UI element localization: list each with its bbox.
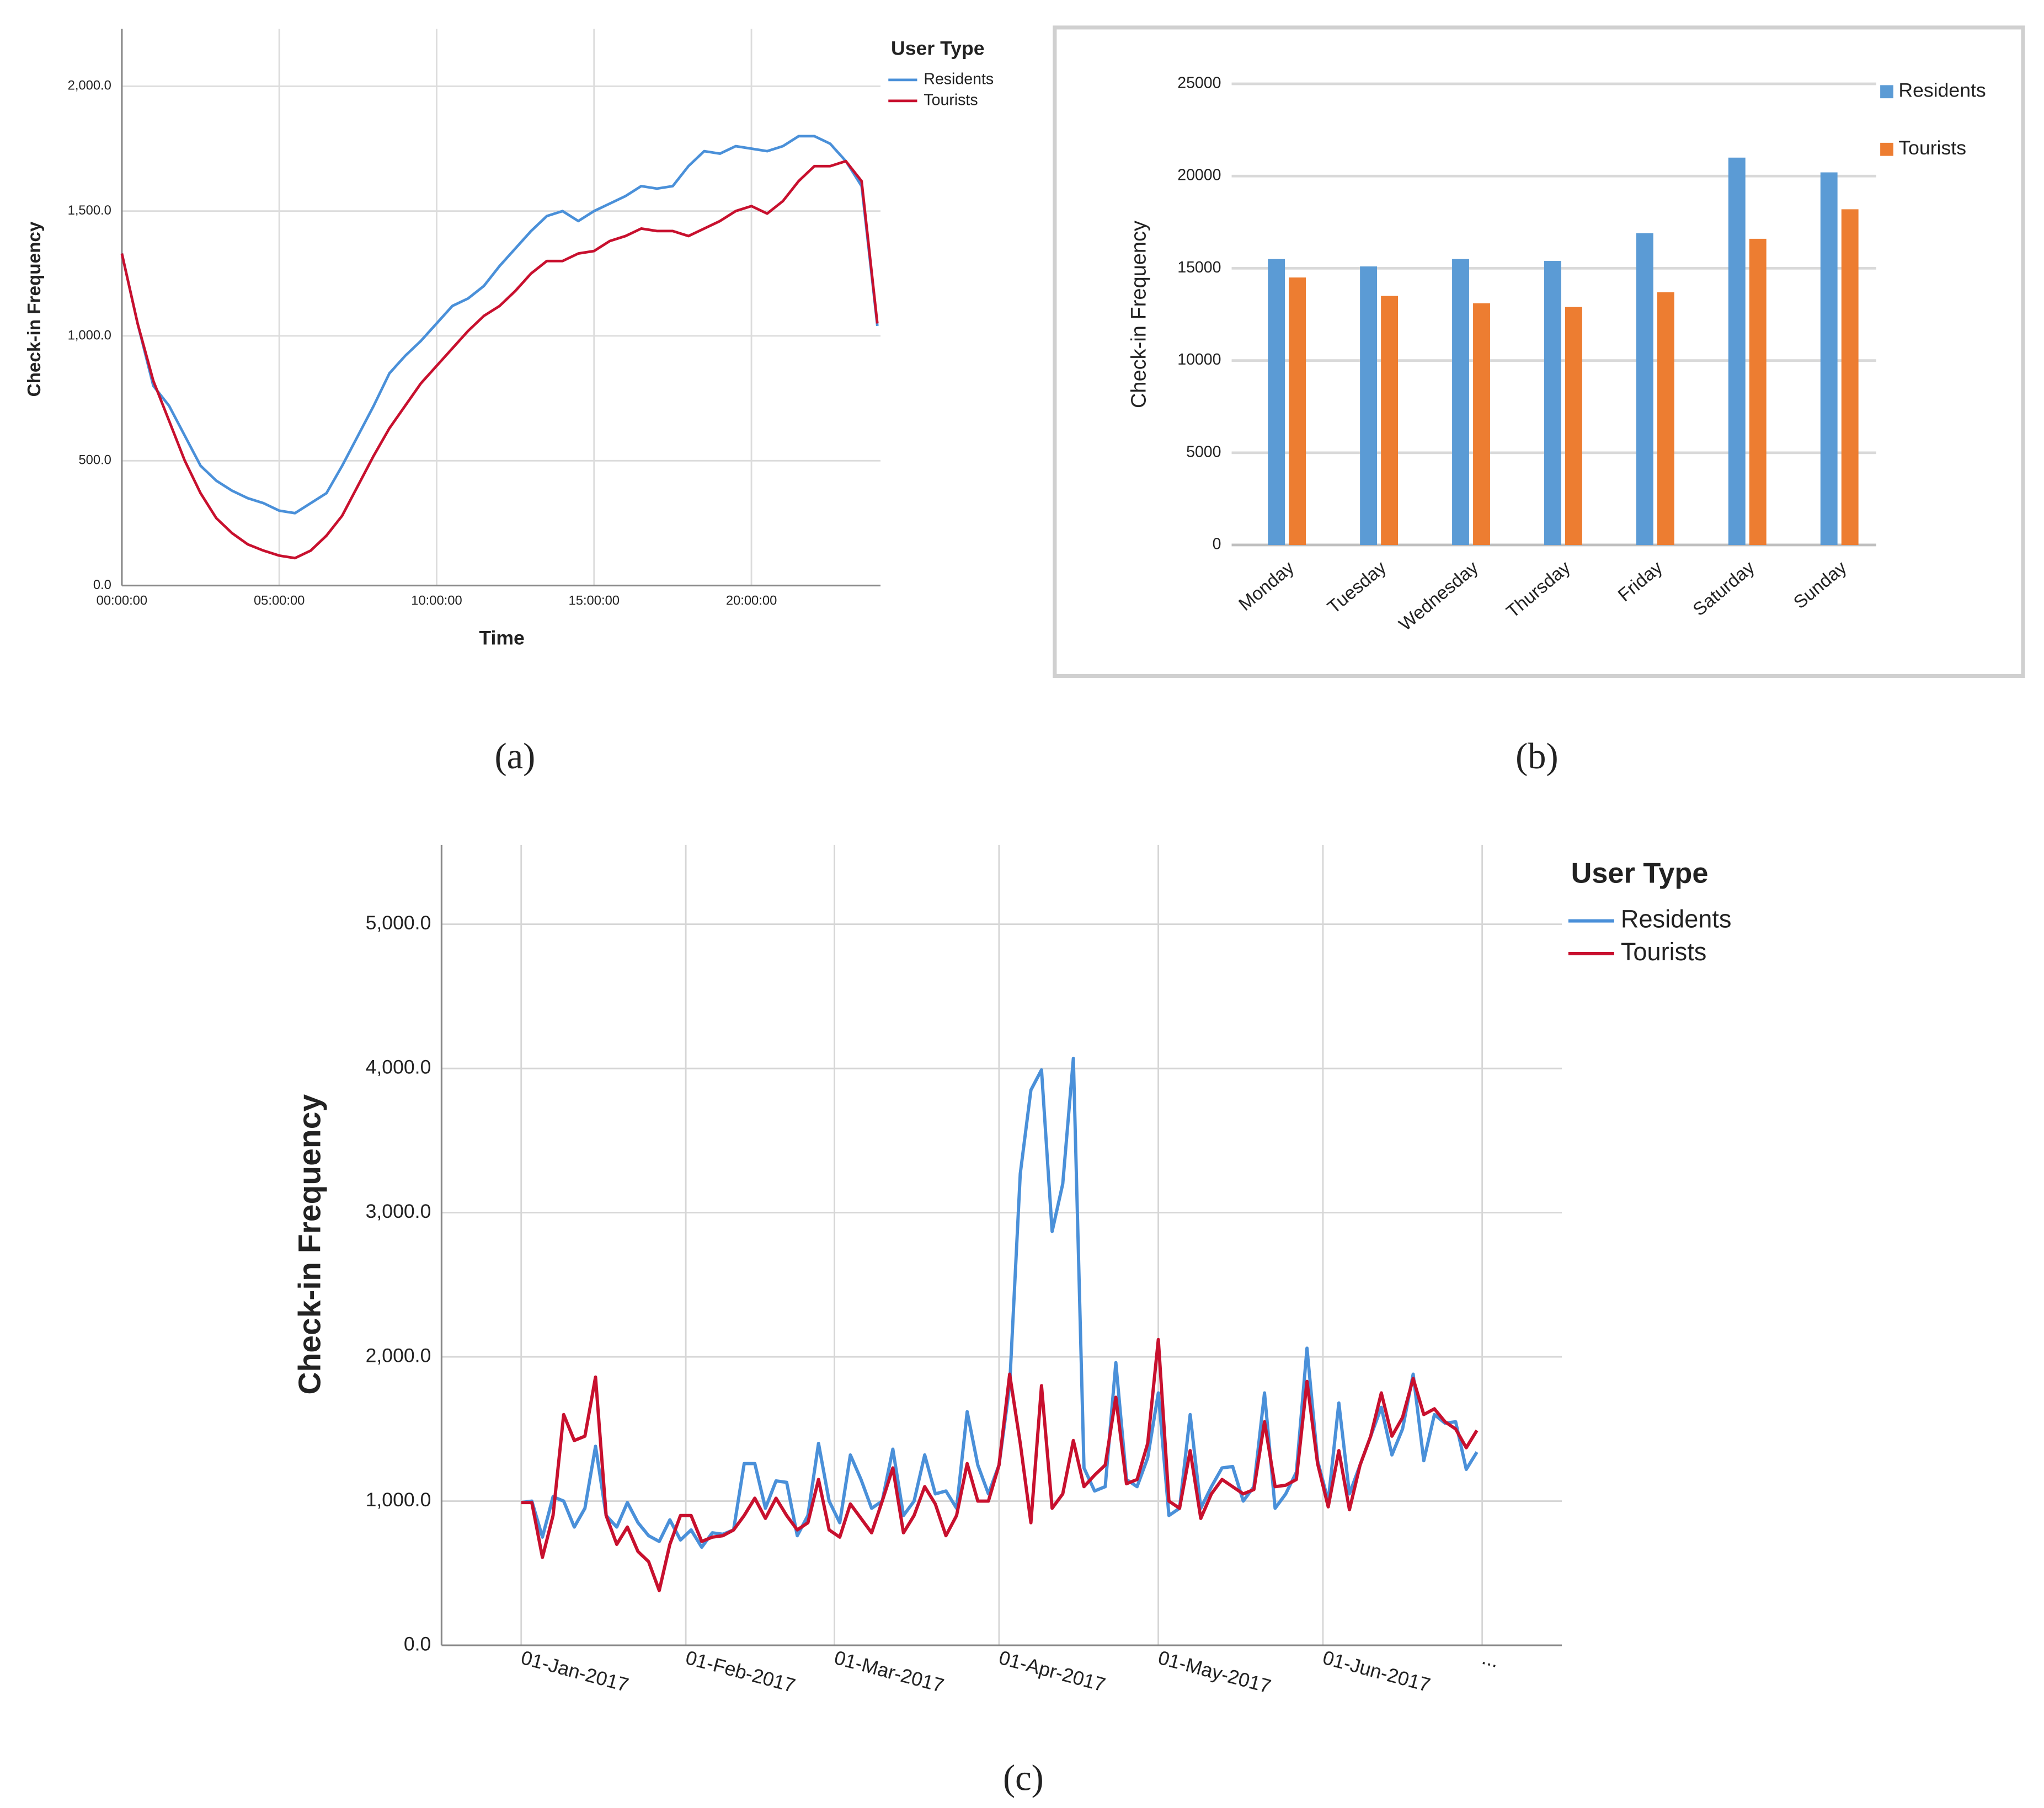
x-tick-label: 15:00:00: [569, 593, 620, 608]
x-tick-label: 01-Apr-2017: [996, 1646, 1108, 1696]
legend-label: Residents: [1898, 79, 1986, 101]
legend-title: User Type: [1571, 857, 1709, 889]
series-line: [521, 1338, 1479, 1592]
panel-frame: [1053, 25, 2025, 678]
bar: [1289, 277, 1306, 545]
y-tick-label: 4,000.0: [366, 1056, 431, 1078]
bar: [1636, 233, 1653, 545]
y-tick-label: 5000: [1186, 443, 1221, 461]
y-tick-label: 10000: [1177, 351, 1221, 368]
legend-label: Residents: [1621, 905, 1732, 933]
y-tick-label: 2,000.0: [366, 1344, 431, 1366]
legend-label: Residents: [924, 70, 994, 88]
y-tick-label: 0: [1213, 536, 1221, 553]
x-tick-label: 01-Jun-2017: [1320, 1646, 1433, 1696]
x-tick-label: 01-May-2017: [1156, 1646, 1273, 1698]
y-axis-title: Check-in Frequency: [24, 221, 45, 397]
y-tick-label: 15000: [1177, 259, 1221, 276]
bar: [1268, 259, 1285, 545]
y-axis-title: Check-in Frequency: [292, 1094, 327, 1395]
bar: [1728, 157, 1746, 545]
panel-caption: (b): [1515, 736, 1559, 777]
x-tick-label: 05:00:00: [254, 593, 305, 608]
bar: [1544, 261, 1561, 545]
bar: [1473, 303, 1490, 545]
bar: [1452, 259, 1469, 545]
bar: [1360, 266, 1378, 545]
series-line: [120, 159, 879, 560]
x-tick-label: 01-Mar-2017: [832, 1646, 946, 1697]
x-tick-label: 01-Feb-2017: [684, 1646, 798, 1697]
y-tick-label: 2,000.0: [68, 78, 111, 93]
legend-label: Tourists: [1621, 938, 1706, 966]
y-tick-label: 25000: [1177, 74, 1221, 92]
y-tick-label: 500.0: [78, 453, 111, 468]
bar: [1749, 238, 1767, 545]
legend-label: Tourists: [1898, 137, 1966, 159]
y-tick-label: 20000: [1177, 167, 1221, 184]
legend-title: User Type: [891, 38, 985, 60]
y-tick-label: 5,000.0: [366, 912, 431, 934]
y-tick-label: 1,000.0: [68, 328, 111, 343]
bar: [1565, 307, 1582, 545]
bar: [1841, 209, 1859, 545]
y-tick-label: 0.0: [404, 1633, 431, 1655]
y-tick-label: 0.0: [93, 577, 111, 592]
x-tick-label: 01-Jan-2017: [519, 1646, 631, 1696]
x-tick-label: 20:00:00: [726, 593, 777, 608]
legend-label: Tourists: [924, 91, 978, 109]
legend-swatch: [1880, 85, 1893, 99]
x-axis-title: Time: [479, 627, 524, 649]
x-tick-label: 10:00:00: [411, 593, 462, 608]
y-axis-title: Check-in Frequency: [1127, 221, 1150, 408]
y-tick-label: 1,500.0: [68, 203, 111, 218]
y-tick-label: 1,000.0: [366, 1489, 431, 1511]
x-tick-label: ...: [1480, 1646, 1501, 1672]
legend-swatch: [1880, 142, 1893, 156]
panel-caption: (a): [494, 736, 535, 777]
panel-caption: (c): [1003, 1758, 1044, 1798]
bar: [1820, 172, 1838, 545]
bar: [1381, 296, 1399, 545]
series-line: [120, 135, 879, 515]
x-tick-label: 00:00:00: [97, 593, 147, 608]
bar: [1657, 292, 1674, 545]
y-tick-label: 3,000.0: [366, 1200, 431, 1222]
